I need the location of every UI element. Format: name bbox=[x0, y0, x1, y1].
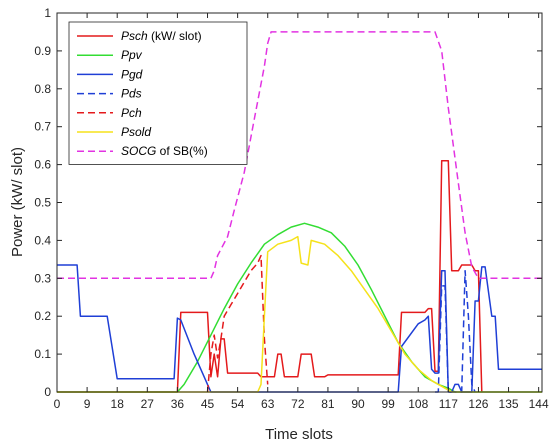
legend-label-pgd: Pgd bbox=[121, 67, 143, 81]
x-tick-label: 18 bbox=[111, 397, 125, 411]
legend-label-socg: SOCG of SB(%) bbox=[121, 144, 208, 158]
y-tick-label: 0.7 bbox=[34, 120, 51, 134]
legend-label-psch: Psch (kW/ slot) bbox=[121, 29, 202, 43]
y-tick-label: 0.5 bbox=[34, 196, 51, 210]
x-tick-label: 108 bbox=[408, 397, 428, 411]
x-axis-title: Time slots bbox=[265, 426, 333, 443]
x-tick-label: 0 bbox=[54, 397, 61, 411]
x-tick-label: 99 bbox=[381, 397, 395, 411]
y-axis-title: Power (kW/ slot) bbox=[9, 147, 26, 257]
y-tick-label: 0.2 bbox=[34, 309, 51, 323]
series-line-psold bbox=[57, 235, 542, 393]
y-tick-label: 0.4 bbox=[34, 233, 51, 247]
x-tick-label: 45 bbox=[201, 397, 215, 411]
y-tick-label: 0 bbox=[44, 385, 51, 399]
y-tick-label: 0.8 bbox=[34, 82, 51, 96]
x-tick-label: 63 bbox=[261, 397, 275, 411]
legend-label-pds: Pds bbox=[121, 87, 142, 101]
x-tick-label: 72 bbox=[291, 397, 305, 411]
ticks-layer: 0 9 18 27 36 45 54 63 72 81 90 99 108 117 126 135 144 0 0.… bbox=[34, 6, 549, 411]
series-line-ppv bbox=[57, 222, 542, 393]
series-line-socg bbox=[57, 31, 542, 280]
legend: Psch (kW/ slot) Ppv Pgd Pds Pch Psold SOCG of … bbox=[68, 21, 248, 165]
y-tick-label: 0.3 bbox=[34, 271, 51, 285]
y-tick-label: 0.9 bbox=[34, 44, 51, 58]
x-tick-label: 54 bbox=[231, 397, 245, 411]
series-line-psch bbox=[57, 160, 483, 393]
legend-label-pch: Pch bbox=[121, 106, 142, 120]
series-layer bbox=[57, 31, 542, 393]
y-tick-label: 0.6 bbox=[34, 158, 51, 172]
x-tick-label: 144 bbox=[529, 397, 549, 411]
x-tick-label: 27 bbox=[141, 397, 155, 411]
x-tick-label: 90 bbox=[351, 397, 365, 411]
x-tick-label: 9 bbox=[84, 397, 91, 411]
x-tick-label: 126 bbox=[468, 397, 488, 411]
series-line-pch bbox=[206, 254, 269, 393]
series-line-pgd bbox=[57, 264, 542, 393]
legend-label-psold: Psold bbox=[121, 125, 151, 139]
x-tick-label: 36 bbox=[171, 397, 185, 411]
legend-box bbox=[68, 21, 248, 165]
y-tick-label: 1 bbox=[44, 6, 51, 20]
y-tick-label: 0.1 bbox=[34, 347, 51, 361]
legend-label-ppv: Ppv bbox=[121, 48, 143, 62]
x-tick-label: 81 bbox=[321, 397, 335, 411]
x-tick-label: 117 bbox=[439, 397, 458, 411]
x-tick-label: 135 bbox=[499, 397, 519, 411]
